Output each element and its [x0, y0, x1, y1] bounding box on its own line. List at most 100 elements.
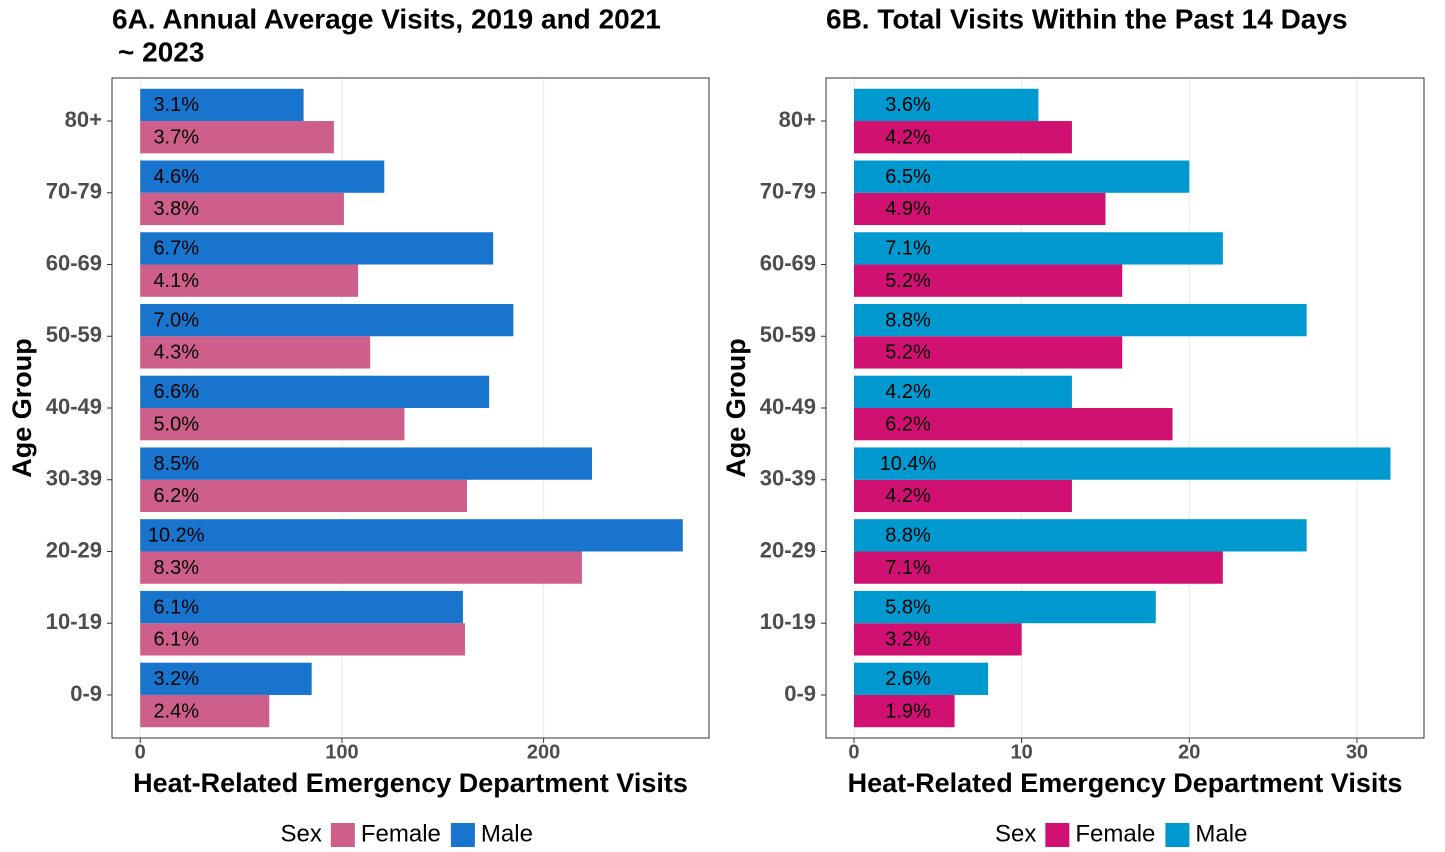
- bar-label: 4.3%: [153, 342, 199, 364]
- bar: [140, 232, 494, 265]
- bar-label: 6.1%: [153, 629, 199, 651]
- chart-title: ~ 2023: [118, 36, 204, 67]
- bar: [140, 88, 304, 122]
- bar-label: 4.9%: [885, 198, 931, 220]
- bar-label: 3.8%: [153, 198, 199, 220]
- bar: [853, 623, 1022, 656]
- bar: [140, 623, 465, 656]
- x-tick-label: 0: [848, 741, 859, 763]
- chart-title: 6B. Total Visits Within the Past 14 Days: [826, 3, 1348, 34]
- legend-label: Male: [1195, 820, 1247, 847]
- y-tick-label: 20-29: [760, 537, 816, 562]
- x-tick-label: 100: [325, 741, 358, 763]
- y-axis-title: Age Group: [7, 338, 37, 478]
- bar: [853, 88, 1039, 122]
- y-tick-label: 10-19: [46, 609, 102, 634]
- bar-label: 5.2%: [885, 270, 931, 292]
- bar-label: 4.2%: [885, 126, 931, 148]
- bar: [853, 303, 1307, 337]
- x-tick-label: 200: [527, 741, 560, 763]
- bar: [140, 590, 463, 624]
- bar-label: 3.2%: [153, 668, 199, 690]
- bar-label: 4.2%: [885, 381, 931, 403]
- x-tick-label: 20: [1178, 741, 1200, 763]
- y-tick-label: 70-79: [46, 179, 102, 204]
- bar: [140, 336, 371, 369]
- y-tick-label: 70-79: [760, 179, 816, 204]
- panel-border: [825, 77, 1425, 739]
- bar: [140, 551, 582, 584]
- y-tick-label: 50-59: [760, 322, 816, 347]
- bar-label: 6.1%: [153, 596, 199, 618]
- bar-label: 6.5%: [885, 166, 931, 188]
- y-tick-label: 30-39: [760, 466, 816, 491]
- bar: [853, 375, 1072, 408]
- bar-label: 7.1%: [885, 238, 931, 260]
- chart-panel: 0 10 20 30 0-9 1.9% 2.6% 10-19 3.2% 5.8% 20-29 7.1%…: [721, 3, 1425, 847]
- bar-label: 3.7%: [153, 126, 199, 148]
- y-tick-label: 20-29: [46, 537, 102, 562]
- legend-title: Sex: [995, 820, 1036, 847]
- bar: [853, 121, 1072, 154]
- bar: [853, 160, 1190, 193]
- y-tick-label: 60-69: [46, 250, 102, 275]
- bar-label: 2.4%: [153, 700, 199, 722]
- bar: [140, 662, 312, 695]
- chart-title: 6A. Annual Average Visits, 2019 and 2021: [112, 3, 661, 34]
- bar: [140, 375, 490, 408]
- bar-label: 5.0%: [153, 413, 199, 435]
- x-axis-title: Heat-Related Emergency Department Visits: [848, 768, 1403, 798]
- y-tick-label: 80+: [65, 107, 102, 132]
- legend-swatch: [450, 823, 475, 847]
- bar-label: 8.8%: [885, 525, 931, 547]
- bar: [853, 192, 1106, 226]
- bar-label: 1.9%: [885, 700, 931, 722]
- bar: [853, 447, 1391, 480]
- y-tick-label: 60-69: [760, 250, 816, 275]
- legend-swatch: [1045, 823, 1070, 847]
- bar: [140, 264, 359, 297]
- bar-label: 4.1%: [153, 270, 199, 292]
- bar: [853, 590, 1156, 624]
- bar: [853, 232, 1223, 265]
- bar-label: 8.8%: [885, 309, 931, 331]
- x-tick-label: 30: [1346, 741, 1368, 763]
- bar: [853, 551, 1223, 584]
- legend-label: Female: [361, 820, 441, 847]
- bar: [853, 519, 1307, 552]
- bar-label: 6.2%: [885, 413, 931, 435]
- bar-label: 2.6%: [885, 668, 931, 690]
- bar-label: 10.4%: [880, 453, 937, 475]
- y-tick-label: 0-9: [784, 681, 816, 706]
- bar-label: 6.6%: [153, 381, 199, 403]
- x-tick-label: 10: [1011, 741, 1033, 763]
- bar: [140, 121, 334, 154]
- bar: [140, 303, 514, 337]
- bar-label: 4.2%: [885, 485, 931, 507]
- bar: [140, 479, 467, 513]
- bar: [140, 192, 344, 226]
- bar-label: 6.2%: [153, 485, 199, 507]
- bar: [140, 519, 683, 552]
- panel-border: [111, 77, 710, 739]
- bar: [140, 447, 593, 480]
- bar-label: 3.6%: [885, 94, 931, 116]
- bar-label: 3.2%: [885, 629, 931, 651]
- y-tick-label: 80+: [779, 107, 816, 132]
- x-axis-title: Heat-Related Emergency Department Visits: [133, 768, 688, 798]
- bar: [853, 694, 955, 728]
- y-axis-title: Age Group: [721, 338, 751, 478]
- legend-label: Female: [1075, 820, 1155, 847]
- bar-label: 6.7%: [153, 238, 199, 260]
- y-tick-label: 50-59: [46, 322, 102, 347]
- legend-title: Sex: [281, 820, 322, 847]
- bar: [140, 694, 270, 728]
- legend-swatch: [330, 823, 355, 847]
- y-tick-label: 30-39: [46, 466, 102, 491]
- bar-label: 7.0%: [153, 309, 199, 331]
- bar: [853, 408, 1173, 441]
- bar-label: 7.1%: [885, 557, 931, 579]
- legend-label: Male: [481, 820, 533, 847]
- y-tick-label: 10-19: [760, 609, 816, 634]
